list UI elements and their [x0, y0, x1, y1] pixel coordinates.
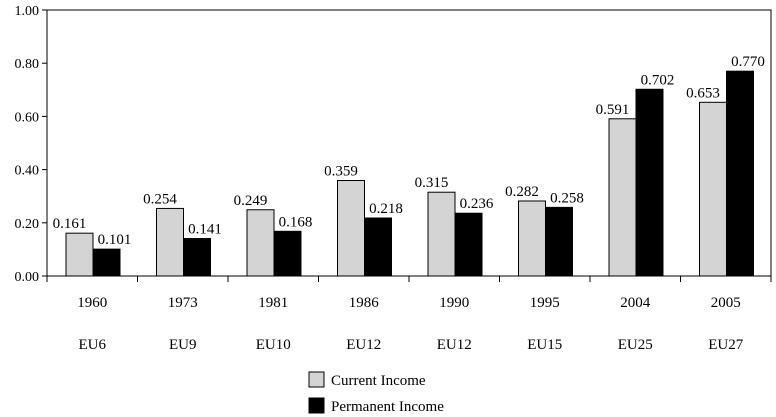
bar-current-income [427, 191, 456, 277]
x-category-label: 2004 [620, 295, 651, 311]
legend-label: Permanent Income [331, 399, 444, 415]
bar-permanent-income [273, 230, 302, 277]
x-category-label: 1995 [530, 295, 560, 311]
axes: 0.00 0.20 0.40 0.60 0.80 1.00 [15, 4, 772, 285]
data-label: 0.168 [279, 214, 313, 230]
bar-permanent-income [545, 206, 573, 277]
data-label: 0.161 [53, 216, 87, 232]
x-subcategory-label: EU6 [79, 337, 107, 353]
data-label: 0.236 [460, 196, 494, 212]
labels: 0.161 0.254 0.249 0.359 0.315 0.282 0.591 0.653… [53, 54, 765, 353]
y-tick-label: 0.00 [15, 270, 40, 285]
x-subcategory-label: EU27 [708, 337, 743, 353]
y-tick-label: 0.20 [15, 217, 40, 232]
x-category-label: 2005 [711, 295, 741, 311]
x-category-label: 1973 [168, 295, 198, 311]
data-label: 0.653 [686, 85, 720, 101]
x-subcategory-label: EU25 [618, 337, 653, 353]
bar-permanent-income [454, 212, 483, 277]
data-label: 0.702 [641, 72, 675, 88]
y-tick-label: 0.80 [15, 57, 40, 72]
bar-current-income [156, 207, 184, 277]
y-tick-label: 1.00 [15, 4, 40, 19]
x-subcategory-label: EU9 [169, 337, 197, 353]
data-label: 0.282 [505, 184, 539, 200]
bar-permanent-income [92, 248, 121, 277]
bar-current-income [337, 180, 365, 277]
bar-current-income [699, 101, 727, 277]
data-label: 0.254 [143, 191, 177, 207]
x-category-label: 1986 [349, 295, 380, 311]
data-label: 0.770 [731, 54, 765, 70]
data-label: 0.101 [98, 232, 132, 248]
y-tick-label: 0.60 [15, 110, 40, 125]
data-label: 0.258 [550, 190, 584, 206]
x-subcategory-label: EU12 [346, 337, 381, 353]
bar-permanent-income [726, 70, 754, 277]
x-subcategory-label: EU10 [256, 337, 291, 353]
x-category-label: 1981 [258, 295, 288, 311]
bar-permanent-income [364, 217, 392, 277]
data-label: 0.141 [188, 221, 222, 237]
x-subcategory-label: EU15 [527, 337, 562, 353]
bar-permanent-income [635, 88, 664, 277]
legend-swatch [308, 371, 325, 388]
bar-current-income [65, 232, 94, 277]
bar-current-income [246, 209, 275, 277]
x-category-label: 1990 [439, 295, 469, 311]
bar-current-income [518, 200, 546, 277]
bar-permanent-income [183, 237, 211, 277]
legend: Current Income Permanent Income [308, 371, 444, 415]
legend-label: Current Income [331, 373, 426, 389]
data-label: 0.315 [415, 175, 449, 191]
data-label: 0.359 [324, 164, 358, 180]
y-tick-label: 0.40 [15, 164, 40, 179]
data-label: 0.218 [369, 201, 403, 217]
x-subcategory-label: EU12 [437, 337, 472, 353]
data-label: 0.249 [234, 193, 268, 209]
data-label: 0.591 [596, 102, 630, 118]
legend-swatch [308, 397, 325, 414]
bar-current-income [608, 118, 637, 277]
x-category-label: 1960 [77, 295, 107, 311]
bars [65, 70, 754, 277]
